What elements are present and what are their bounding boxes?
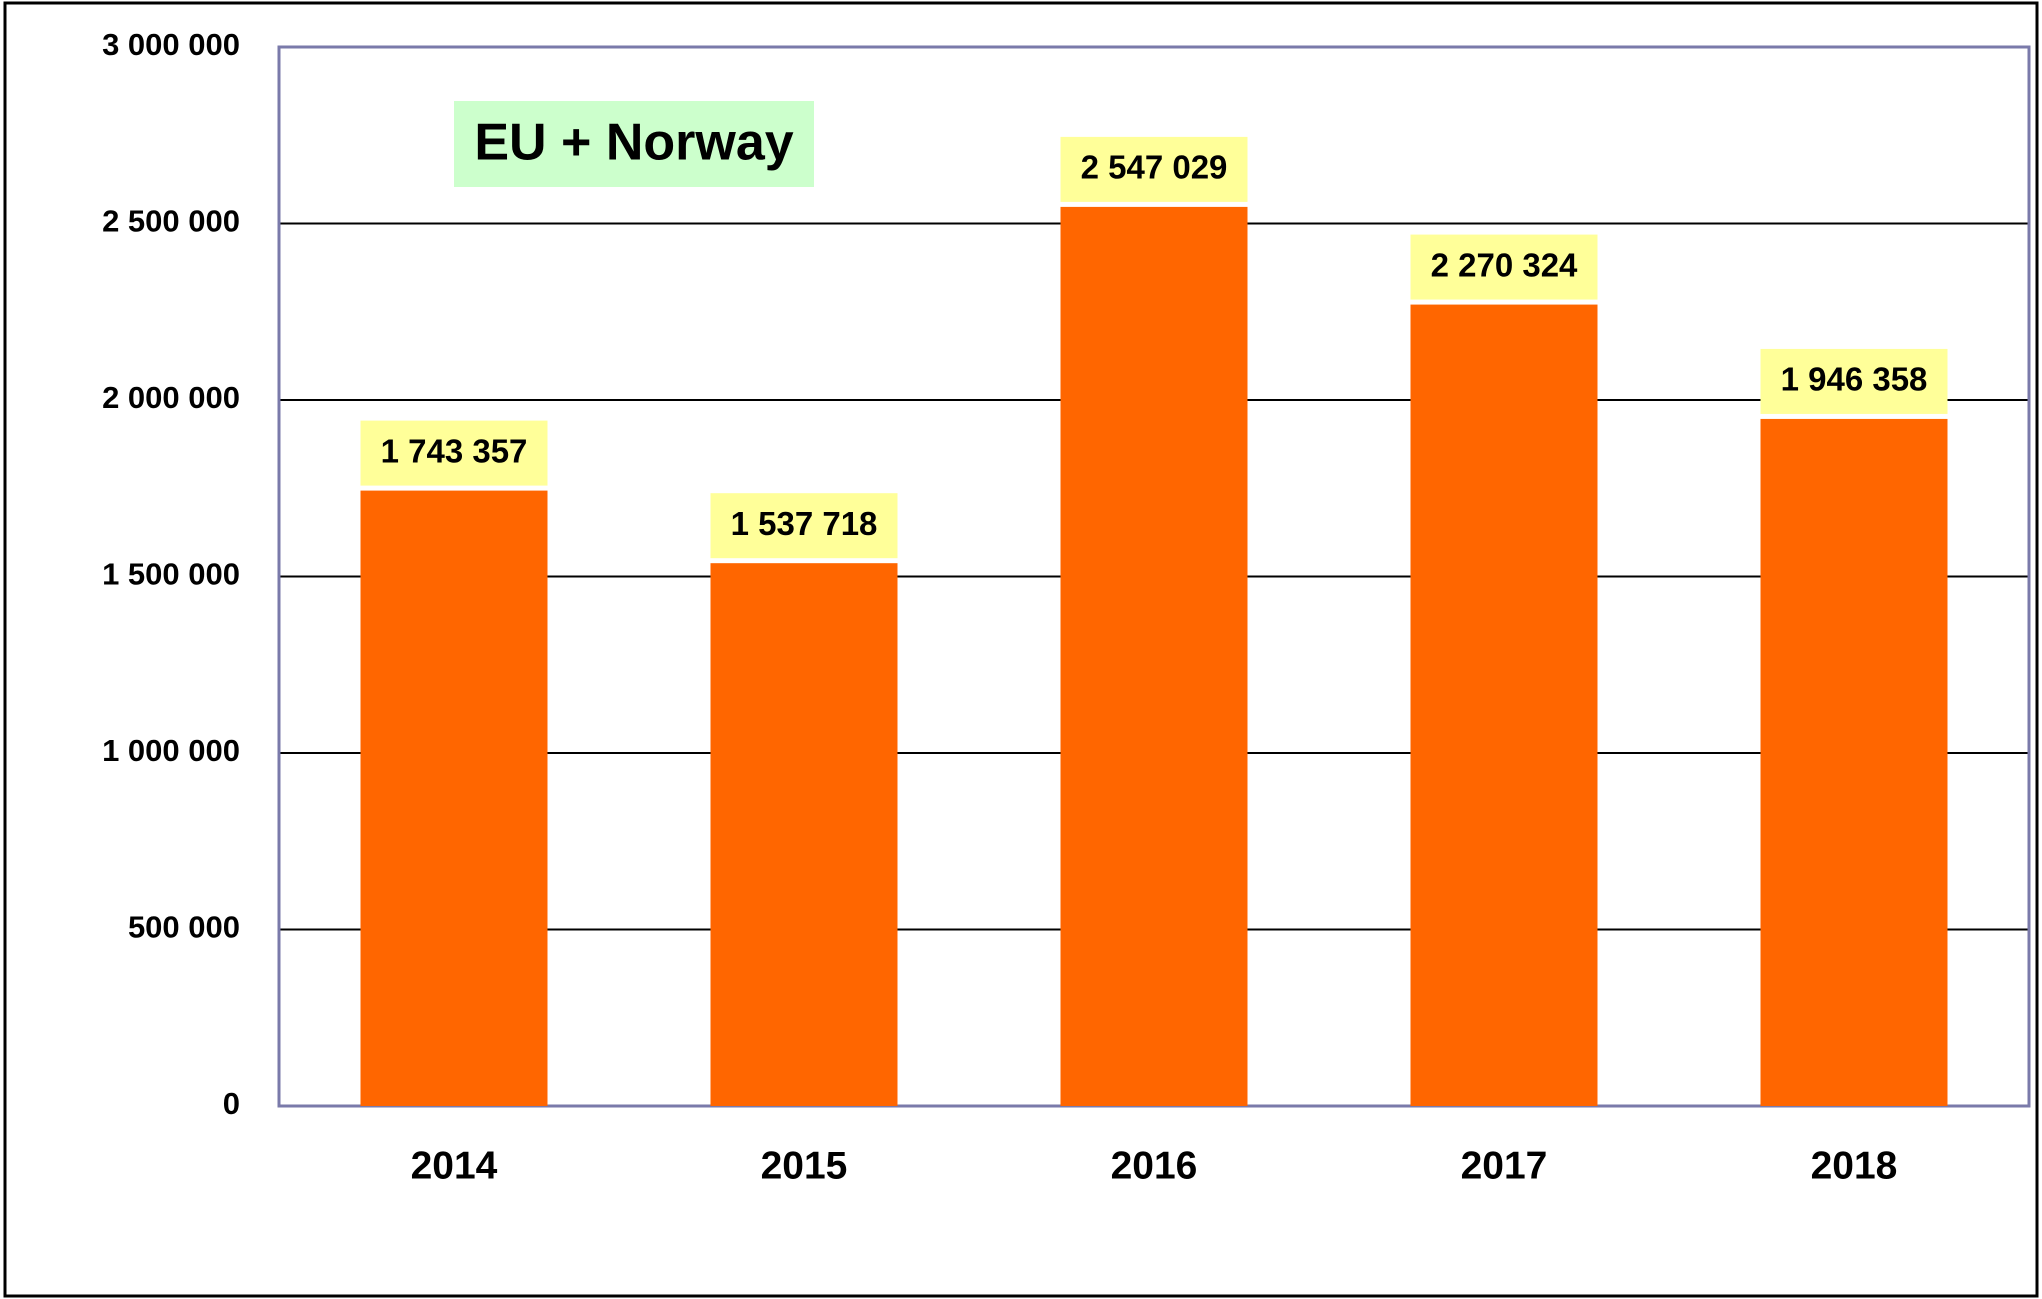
bar — [360, 490, 548, 1106]
value-label: 1 743 357 — [381, 432, 528, 469]
bar — [1060, 206, 1248, 1107]
value-label: 1 537 718 — [731, 505, 878, 542]
bar — [1760, 418, 1948, 1106]
value-label: 2 270 324 — [1431, 246, 1578, 283]
y-tick-label: 3 000 000 — [102, 27, 240, 62]
bar — [710, 563, 898, 1106]
value-label: 1 946 358 — [1781, 361, 1928, 398]
y-tick-label: 2 500 000 — [102, 204, 240, 239]
chart-frame — [3, 1, 2039, 1298]
y-tick-label: 1 000 000 — [102, 733, 240, 768]
y-tick-label: 0 — [223, 1086, 240, 1121]
bar — [1410, 304, 1598, 1106]
value-label-box — [1410, 234, 1598, 300]
x-tick-label: 2017 — [1461, 1144, 1548, 1187]
value-label-box — [710, 493, 898, 559]
value-label-box — [1060, 136, 1248, 202]
value-label-box — [360, 420, 548, 486]
x-tick-label: 2016 — [1111, 1144, 1198, 1187]
y-tick-label: 2 000 000 — [102, 380, 240, 415]
title-box — [454, 101, 814, 187]
x-tick-label: 2014 — [411, 1144, 498, 1187]
value-label-box — [1760, 348, 1948, 414]
value-label: 2 547 029 — [1081, 149, 1228, 186]
x-tick-label: 2018 — [1811, 1144, 1898, 1187]
y-tick-label: 1 500 000 — [102, 557, 240, 592]
y-tick-label: 500 000 — [128, 910, 240, 945]
chart-title: EU + Norway — [474, 114, 793, 172]
x-tick-label: 2015 — [761, 1144, 848, 1187]
